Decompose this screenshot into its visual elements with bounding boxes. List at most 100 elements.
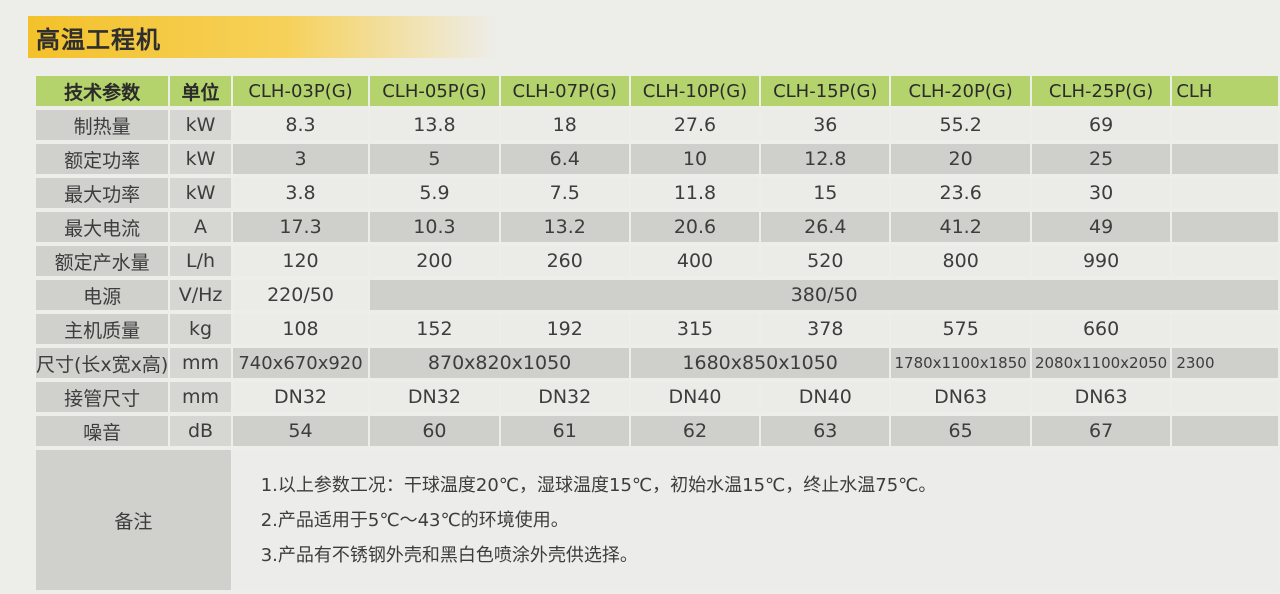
cell: 400: [630, 246, 760, 276]
cell: 800: [891, 246, 1030, 276]
cell: 1680x850x1050: [630, 348, 890, 378]
cell: 108: [232, 314, 369, 344]
cell: [1172, 382, 1278, 412]
cell: 2080x1100x2050: [1031, 348, 1171, 378]
cell: 152: [370, 314, 499, 344]
header-model: CLH-20P(G): [891, 76, 1030, 106]
table-row: 接管尺寸 mm DN32 DN32 DN32 DN40 DN40 DN63 DN…: [36, 382, 1278, 412]
cell: 13.2: [500, 212, 629, 242]
header-model: CLH: [1172, 76, 1278, 106]
cell: 12.8: [761, 144, 890, 174]
cell: 10.3: [370, 212, 499, 242]
table-row-size: 尺寸(长x宽x高) mm 740x670x920 870x820x1050 16…: [36, 348, 1278, 378]
row-param: 额定产水量: [36, 246, 169, 276]
cell: DN63: [1031, 382, 1171, 412]
cell: 25: [1031, 144, 1171, 174]
cell: 54: [232, 416, 369, 446]
row-param: 最大功率: [36, 178, 169, 208]
cell: DN32: [232, 382, 369, 412]
cell: [1172, 314, 1278, 344]
cell: 27.6: [630, 110, 760, 140]
cell: DN32: [370, 382, 499, 412]
cell: 2300: [1172, 348, 1278, 378]
table-row: 额定功率 kW 3 5 6.4 10 12.8 20 25: [36, 144, 1278, 174]
cell: 10: [630, 144, 760, 174]
cell: 30: [1031, 178, 1171, 208]
row-param: 电源: [36, 280, 169, 310]
cell: 192: [500, 314, 629, 344]
cell: 380/50: [370, 280, 1278, 310]
cell: 62: [630, 416, 760, 446]
row-param: 额定功率: [36, 144, 169, 174]
row-unit: A: [170, 212, 231, 242]
header-unit: 单位: [170, 76, 231, 106]
cell: 3: [232, 144, 369, 174]
cell: 260: [500, 246, 629, 276]
header-model: CLH-05P(G): [370, 76, 499, 106]
row-param: 最大电流: [36, 212, 169, 242]
notes-body: 1.以上参数工况：干球温度20℃，湿球温度15℃，初始水温15℃，终止水温75℃…: [232, 450, 1278, 590]
cell: 60: [370, 416, 499, 446]
cell: DN40: [761, 382, 890, 412]
row-unit: dB: [170, 416, 231, 446]
cell: 20.6: [630, 212, 760, 242]
row-unit: kg: [170, 314, 231, 344]
cell: [1172, 178, 1278, 208]
cell: 7.5: [500, 178, 629, 208]
size-label: 尺寸: [36, 353, 75, 376]
row-unit: mm: [170, 348, 231, 378]
cell: 5.9: [370, 178, 499, 208]
cell: 740x670x920: [232, 348, 369, 378]
cell: 15: [761, 178, 890, 208]
cell: 55.2: [891, 110, 1030, 140]
cell: [1172, 110, 1278, 140]
cell: 61: [500, 416, 629, 446]
cell: 660: [1031, 314, 1171, 344]
row-unit: L/h: [170, 246, 231, 276]
cell: 6.4: [500, 144, 629, 174]
header-model: CLH-07P(G): [500, 76, 629, 106]
cell: 63: [761, 416, 890, 446]
cell: 378: [761, 314, 890, 344]
cell: 315: [630, 314, 760, 344]
cell: 26.4: [761, 212, 890, 242]
cell: 520: [761, 246, 890, 276]
table-row-power: 电源 V/Hz 220/50 380/50: [36, 280, 1278, 310]
cell: 49: [1031, 212, 1171, 242]
cell: 200: [370, 246, 499, 276]
table-row: 最大电流 A 17.3 10.3 13.2 20.6 26.4 41.2 49: [36, 212, 1278, 242]
row-unit: kW: [170, 144, 231, 174]
row-param: 尺寸(长x宽x高): [36, 348, 169, 378]
cell: 23.6: [891, 178, 1030, 208]
cell: 69: [1031, 110, 1171, 140]
cell: 41.2: [891, 212, 1030, 242]
table-row: 最大功率 kW 3.8 5.9 7.5 11.8 15 23.6 30: [36, 178, 1278, 208]
notes-label: 备注: [36, 450, 231, 590]
table-row: 噪音 dB 54 60 61 62 63 65 67: [36, 416, 1278, 446]
header-model: CLH-10P(G): [630, 76, 760, 106]
cell: 5: [370, 144, 499, 174]
cell: 36: [761, 110, 890, 140]
cell: 18: [500, 110, 629, 140]
cell: DN63: [891, 382, 1030, 412]
cell: 870x820x1050: [370, 348, 629, 378]
header-model: CLH-25P(G): [1031, 76, 1171, 106]
cell: 20: [891, 144, 1030, 174]
cell: DN32: [500, 382, 629, 412]
table-header-row: 技术参数 单位 CLH-03P(G) CLH-05P(G) CLH-07P(G)…: [36, 76, 1278, 106]
cell: 120: [232, 246, 369, 276]
cell: 67: [1031, 416, 1171, 446]
row-param: 制热量: [36, 110, 169, 140]
note-line: 2.产品适用于5℃～43℃的环境使用。: [260, 509, 569, 531]
cell: 1780x1100x1850: [891, 348, 1030, 378]
cell: [1172, 144, 1278, 174]
cell: 3.8: [232, 178, 369, 208]
row-unit: mm: [170, 382, 231, 412]
cell: 575: [891, 314, 1030, 344]
table-row: 额定产水量 L/h 120 200 260 400 520 800 990: [36, 246, 1278, 276]
cell: 8.3: [232, 110, 369, 140]
header-model: CLH-15P(G): [761, 76, 890, 106]
size-sub-label: (长x宽x高): [74, 353, 169, 376]
cell: [1172, 212, 1278, 242]
note-line: 1.以上参数工况：干球温度20℃，湿球温度15℃，初始水温15℃，终止水温75℃…: [260, 474, 937, 496]
